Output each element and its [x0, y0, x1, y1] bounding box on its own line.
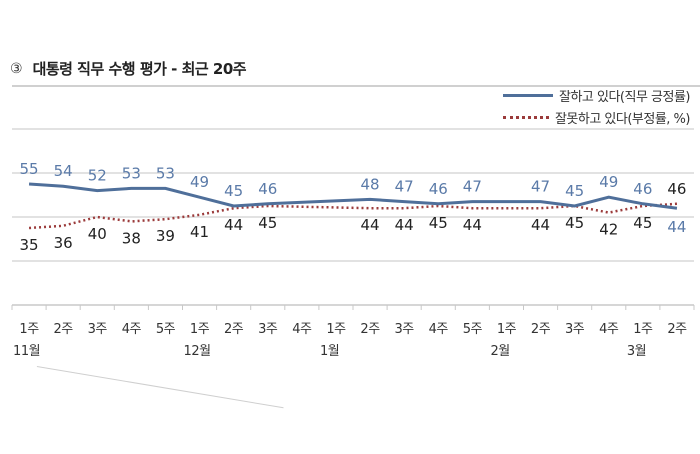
title-divider — [12, 85, 700, 87]
data-label: 53 — [122, 164, 141, 182]
data-label: 46 — [429, 180, 448, 198]
month-label: 11월 — [13, 344, 41, 359]
data-label: 45 — [565, 182, 584, 200]
data-label: 42 — [599, 221, 618, 239]
x-tick-label: 3주 — [258, 322, 278, 337]
x-tick-label: 4주 — [292, 322, 312, 337]
data-label: 46 — [667, 180, 686, 198]
data-label: 44 — [531, 216, 550, 234]
x-tick-label: 4주 — [428, 322, 449, 337]
month-label: 12월 — [183, 344, 212, 359]
data-label: 47 — [531, 178, 550, 196]
legend-item-negative: 잘못하고 있다(부정률, %) — [502, 106, 691, 128]
legend-label-negative: 잘못하고 있다(부정률, %) — [554, 111, 691, 127]
data-label: 44 — [463, 216, 482, 234]
chart-header: ③ 대통령 직무 수행 평가 - 최근 20주 — [10, 58, 247, 79]
data-label: 47 — [463, 178, 482, 196]
data-label: 44 — [361, 216, 380, 234]
data-label: 45 — [258, 214, 277, 232]
chart-legend: 잘하고 있다(직무 긍정률) 잘못하고 있다(부정률, %) — [502, 84, 691, 128]
x-tick-label: 2주 — [53, 322, 74, 337]
data-label: 47 — [395, 178, 414, 196]
chart-title: 대통령 직무 수행 평가 - 최근 20주 — [32, 60, 247, 78]
dotted-line-swatch-icon — [502, 115, 549, 119]
x-tick-label: 1주 — [496, 322, 517, 337]
data-label: 54 — [54, 162, 73, 180]
x-tick-label: 1주 — [633, 322, 653, 337]
x-tick-label: 5주 — [462, 322, 483, 337]
line-chart-plot: 55 54 52 53 53 49 45 46 48 47 46 47 47 45 49 46 44 46 35 36… — [11, 128, 695, 310]
data-label: 45 — [429, 214, 448, 232]
data-label: 45 — [633, 214, 652, 232]
positive-rate-line — [28, 182, 678, 210]
x-tick-label: 3주 — [394, 322, 415, 337]
x-tick-label: 4주 — [121, 322, 142, 337]
data-label: 45 — [565, 214, 584, 232]
data-label: 49 — [599, 173, 618, 191]
data-label: 53 — [156, 164, 175, 182]
data-label: 44 — [395, 216, 414, 234]
x-tick-label: 3주 — [87, 322, 108, 337]
data-label: 44 — [667, 218, 686, 236]
data-label: 39 — [156, 227, 175, 245]
x-tick-label: 1주 — [326, 322, 346, 337]
data-label: 41 — [190, 223, 209, 241]
data-label: 45 — [224, 182, 243, 200]
legend-item-positive: 잘하고 있다(직무 긍정률) — [502, 84, 691, 106]
x-tick-label: 2주 — [530, 322, 551, 337]
data-label: 52 — [88, 167, 107, 185]
x-tick-label: 2주 — [224, 322, 244, 337]
data-label: 36 — [54, 234, 73, 252]
data-label: 40 — [88, 225, 107, 243]
x-tick-label: 2주 — [360, 322, 380, 337]
x-tick-label: 5주 — [155, 322, 176, 337]
data-label: 48 — [361, 175, 380, 193]
x-tick-label: 3주 — [565, 322, 585, 337]
data-label: 46 — [633, 180, 652, 198]
x-tick-label: 4주 — [599, 322, 619, 337]
month-label: 3월 — [626, 344, 647, 359]
x-tick-label: 2주 — [667, 322, 687, 337]
data-label: 46 — [258, 180, 277, 198]
circled-number-icon: ③ — [10, 60, 23, 77]
data-label: 38 — [122, 229, 141, 247]
month-label: 2월 — [490, 344, 510, 359]
data-label: 44 — [224, 216, 243, 234]
x-axis-labels: 1주 2주 3주 4주 5주 1주 2주 3주 4주 1주 2주 3주 4주 5주 1주 2주 3주 4주 1주 2주… — [0, 318, 700, 378]
legend-label-positive: 잘하고 있다(직무 긍정률) — [558, 89, 691, 105]
data-label: 55 — [20, 160, 39, 178]
data-label: 35 — [20, 236, 39, 254]
data-label: 49 — [190, 173, 209, 191]
solid-line-swatch-icon — [502, 93, 553, 97]
month-label: 1월 — [319, 344, 340, 359]
x-tick-label: 1주 — [189, 322, 210, 337]
x-tick-label: 1주 — [19, 322, 39, 337]
